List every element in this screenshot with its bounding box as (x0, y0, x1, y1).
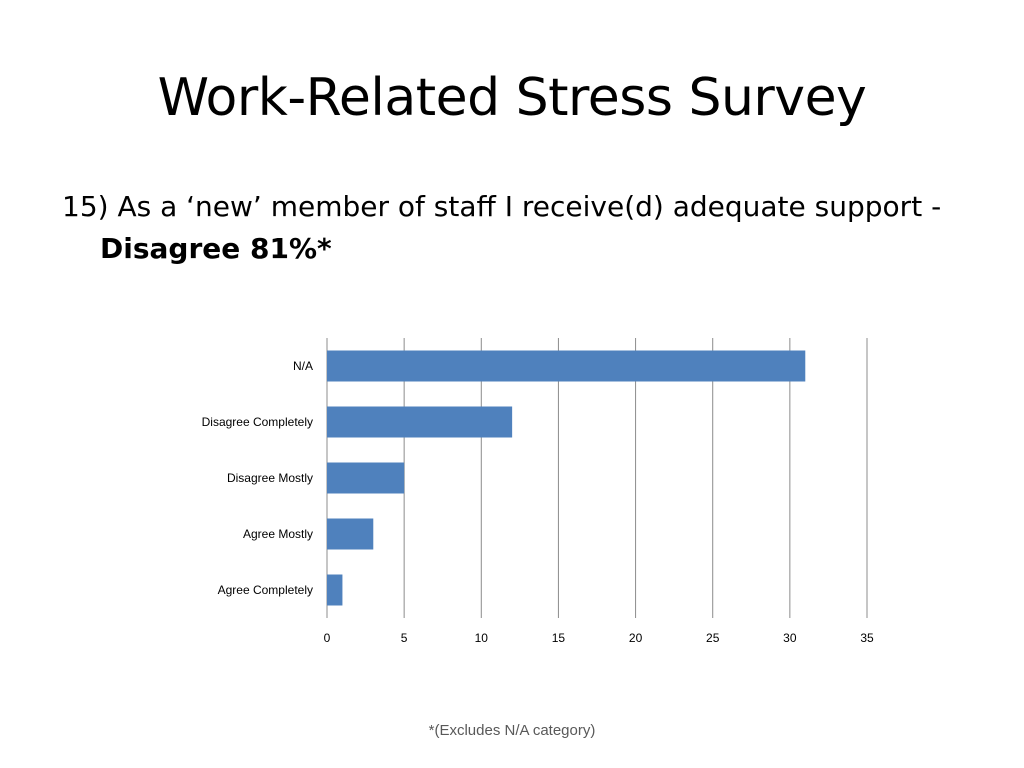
bar-agree-mostly (327, 518, 374, 550)
category-label: Agree Mostly (243, 527, 313, 541)
x-tick-label: 35 (860, 631, 874, 645)
x-tick-label: 0 (324, 631, 331, 645)
x-tick-label: 20 (629, 631, 643, 645)
x-tick-label: 15 (552, 631, 566, 645)
x-tick-label: 25 (706, 631, 720, 645)
bar-disagree-completely (327, 406, 513, 438)
category-label: Disagree Completely (202, 415, 313, 429)
footnote: *(Excludes N/A category) (428, 722, 596, 739)
category-labels: N/A Disagree Completely Disagree Mostly Agr… (202, 359, 313, 597)
bar-agree-completely (327, 574, 343, 606)
x-tick-labels: 0 5 10 15 20 25 30 35 (324, 631, 874, 645)
x-tick-label: 30 (783, 631, 797, 645)
category-label: Disagree Mostly (227, 471, 313, 485)
question-text: 15) As a ‘new’ member of staff I receive… (62, 190, 942, 223)
x-tick-label: 10 (475, 631, 489, 645)
bar-n-a (327, 350, 806, 382)
category-label: Agree Completely (218, 583, 313, 597)
question-highlight: Disagree 81%* (100, 232, 332, 265)
bar-disagree-mostly (327, 462, 405, 494)
slide-title: Work-Related Stress Survey (157, 68, 867, 128)
x-tick-label: 5 (401, 631, 408, 645)
gridlines (326, 338, 868, 618)
question-text-block: 15) As a ‘new’ member of staff I receive… (62, 186, 962, 270)
category-label: N/A (293, 359, 313, 373)
bars (327, 350, 806, 606)
